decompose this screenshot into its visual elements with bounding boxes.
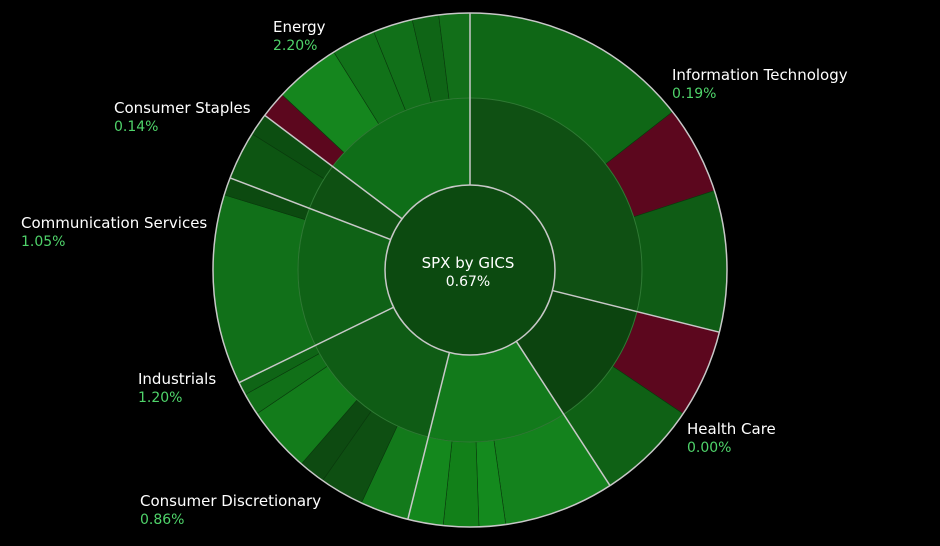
sector-divider-consumer-discretionary bbox=[515, 340, 611, 486]
sector-label-consumer-staples: Consumer Staples bbox=[114, 99, 251, 117]
sunburst-rings bbox=[212, 12, 728, 528]
sector-change-communication-services: 1.05% bbox=[21, 234, 65, 250]
sector-label-consumer-discretionary: Consumer Discretionary bbox=[140, 492, 321, 510]
sector-divider-health-care bbox=[552, 289, 720, 333]
sector-divider-communication-services bbox=[238, 306, 394, 384]
sector-change-energy: 2.20% bbox=[273, 38, 317, 54]
sector-label-health-care: Health Care bbox=[687, 420, 776, 438]
sector-divider-energy bbox=[264, 114, 403, 220]
sector-label-energy: Energy bbox=[273, 18, 326, 36]
sector-divider-industrials bbox=[407, 352, 451, 520]
total-change: 0.67% bbox=[446, 274, 490, 290]
sector-divider-consumer-staples bbox=[229, 177, 391, 241]
sector-label-information-technology: Information Technology bbox=[672, 66, 848, 84]
sector-label-communication-services: Communication Services bbox=[21, 214, 207, 232]
sector-change-industrials: 1.20% bbox=[138, 390, 182, 406]
sector-change-consumer-discretionary: 0.86% bbox=[140, 512, 184, 528]
sector-change-consumer-staples: 0.14% bbox=[114, 119, 158, 135]
sector-change-information-technology: 0.19% bbox=[672, 86, 716, 102]
sector-label-industrials: Industrials bbox=[138, 370, 216, 388]
chart-title: SPX by GICS bbox=[422, 254, 515, 272]
center-circle bbox=[384, 184, 556, 356]
sector-labels: Information Technology 0.19% Health Care… bbox=[21, 18, 848, 528]
sector-change-health-care: 0.00% bbox=[687, 440, 731, 456]
